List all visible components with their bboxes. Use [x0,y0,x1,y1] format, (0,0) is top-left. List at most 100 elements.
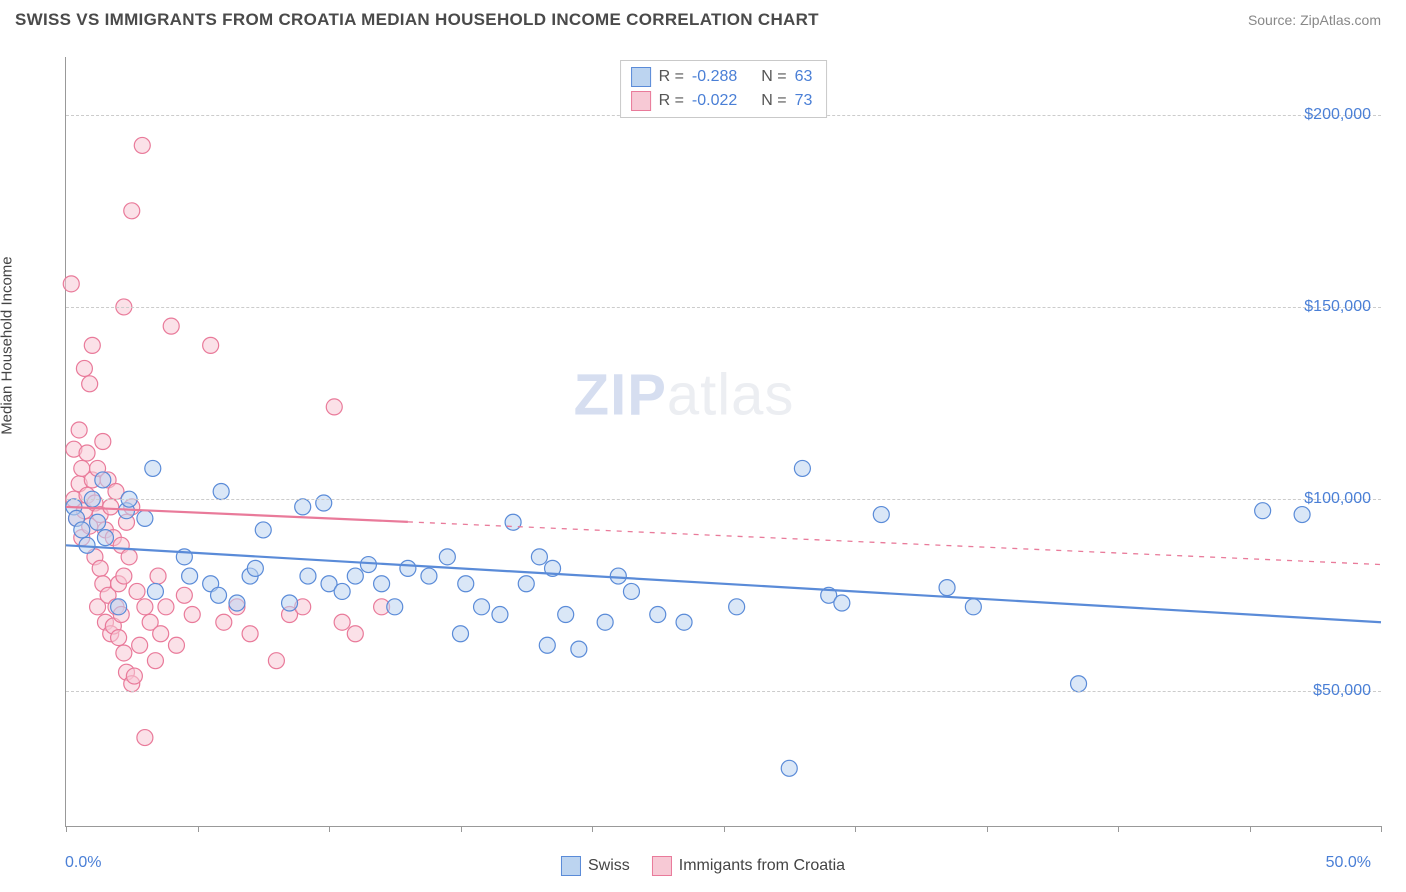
x-tick-mark [1381,826,1382,832]
x-tick-mark [855,826,856,832]
legend-label-croatia: Immigants from Croatia [679,857,845,875]
data-point [558,607,574,623]
data-point [282,595,298,611]
data-point [153,626,169,642]
data-point [518,576,534,592]
r-value-swiss: -0.288 [692,65,737,89]
data-point [781,760,797,776]
data-point [147,583,163,599]
data-point [650,607,666,623]
data-point [137,599,153,615]
data-point [116,645,132,661]
legend-label-swiss: Swiss [588,857,630,875]
data-point [145,460,161,476]
data-point [623,583,639,599]
data-point [90,514,106,530]
data-point [360,557,376,573]
chart-area: Median Household Income ZIPatlas R = -0.… [15,42,1391,882]
x-tick-mark [987,826,988,832]
swatch-pink-icon [631,91,651,111]
data-point [421,568,437,584]
data-point [116,568,132,584]
correlation-legend: R = -0.288 N = 63 R = -0.022 N = 73 [620,60,828,118]
data-point [597,614,613,630]
trend-line-extrapolated [408,522,1381,565]
data-point [111,630,127,646]
data-point [134,137,150,153]
trend-line [66,545,1381,622]
data-point [137,510,153,526]
data-point [76,360,92,376]
y-tick-label: $150,000 [1304,298,1371,316]
x-tick-mark [1118,826,1119,832]
data-point [1294,507,1310,523]
data-point [74,522,90,538]
data-point [316,495,332,511]
data-point [255,522,271,538]
data-point [873,507,889,523]
data-point [247,560,263,576]
data-point [610,568,626,584]
data-point [334,583,350,599]
legend-row-swiss: R = -0.288 N = 63 [631,65,813,89]
data-point [531,549,547,565]
data-point [216,614,232,630]
data-point [965,599,981,615]
x-tick-mark [724,826,725,832]
data-point [137,730,153,746]
swatch-pink-icon [652,856,672,876]
data-point [158,599,174,615]
data-point [176,587,192,603]
chart-source: Source: ZipAtlas.com [1248,12,1381,28]
data-point [242,626,258,642]
y-tick-label: $200,000 [1304,106,1371,124]
data-point [147,653,163,669]
n-value-croatia: 73 [795,89,813,113]
x-tick-mark [198,826,199,832]
data-point [439,549,455,565]
data-point [229,595,245,611]
data-point [676,614,692,630]
data-point [79,445,95,461]
data-point [124,203,140,219]
data-point [168,637,184,653]
gridline [66,307,1381,308]
x-tick-mark [329,826,330,832]
data-point [126,668,142,684]
x-axis-max-label: 50.0% [1326,854,1371,872]
data-point [211,587,227,603]
r-value-croatia: -0.022 [692,89,737,113]
data-point [794,460,810,476]
data-point [729,599,745,615]
data-point [387,599,403,615]
data-point [1255,503,1271,519]
legend-item-croatia: Immigants from Croatia [652,856,845,876]
x-tick-mark [1250,826,1251,832]
y-tick-label: $100,000 [1304,490,1371,508]
data-point [203,337,219,353]
chart-header: SWISS VS IMMIGRANTS FROM CROATIA MEDIAN … [0,0,1406,36]
series-legend: Swiss Immigants from Croatia [561,856,845,876]
data-point [334,614,350,630]
data-point [71,422,87,438]
data-point [150,568,166,584]
trend-line [66,507,408,522]
data-point [539,637,555,653]
data-point [300,568,316,584]
legend-row-croatia: R = -0.022 N = 73 [631,89,813,113]
x-tick-mark [66,826,67,832]
gridline [66,499,1381,500]
data-point [163,318,179,334]
data-point [182,568,198,584]
data-point [63,276,79,292]
data-point [213,483,229,499]
data-point [347,626,363,642]
data-point [132,637,148,653]
swatch-blue-icon [561,856,581,876]
data-point [400,560,416,576]
swatch-blue-icon [631,67,651,87]
data-point [121,549,137,565]
data-point [184,607,200,623]
x-tick-mark [461,826,462,832]
legend-item-swiss: Swiss [561,856,630,876]
